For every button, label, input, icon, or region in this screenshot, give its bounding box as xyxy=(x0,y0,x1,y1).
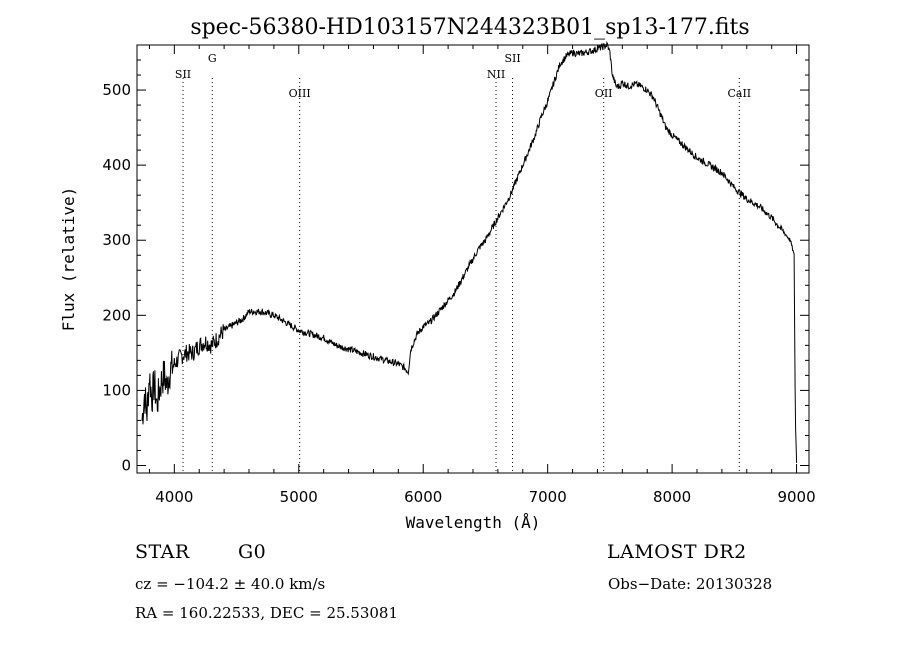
x-tick-label: 9000 xyxy=(777,488,815,506)
spectral-line-label: SII xyxy=(175,68,191,81)
spectral-lines-layer: SII G OIII NII SII OII CaII xyxy=(175,52,751,473)
coordinates-info: RA = 160.22533, DEC = 25.53081 xyxy=(135,604,399,622)
spectral-line-label: SII xyxy=(504,52,520,65)
x-tick-label: 5000 xyxy=(280,488,318,506)
spectral-line-label: G xyxy=(208,52,217,65)
object-class: STAR xyxy=(135,541,190,563)
spectral-line-label: OIII xyxy=(289,87,311,100)
y-axis-label: Flux (relative) xyxy=(59,187,78,332)
y-tick-label: 200 xyxy=(102,306,131,324)
obs-date: Obs−Date: 20130328 xyxy=(608,575,773,593)
survey-name: LAMOST DR2 xyxy=(607,541,747,563)
y-tick-label: 100 xyxy=(102,381,131,399)
ticks-layer: 4000 5000 6000 7000 8000 9000 0 100 200 300 400 500 xyxy=(102,45,816,506)
x-axis-label: Wavelength (Å) xyxy=(406,513,541,532)
y-tick-label: 400 xyxy=(102,156,131,174)
chart-title: spec-56380-HD103157N244323B01_sp13-177.f… xyxy=(190,15,749,40)
spectral-line-label: OII xyxy=(595,87,613,100)
redshift-info: cz = −104.2 ± 40.0 km/s xyxy=(135,575,326,593)
spectrum-series-line xyxy=(141,40,798,463)
y-tick-label: 0 xyxy=(121,456,131,474)
x-tick-label: 8000 xyxy=(653,488,691,506)
x-tick-label: 4000 xyxy=(155,488,193,506)
y-tick-label: 300 xyxy=(102,231,131,249)
spectral-line-label: NII xyxy=(487,68,505,81)
series-layer xyxy=(141,40,798,463)
y-tick-label: 500 xyxy=(102,81,131,99)
x-tick-label: 7000 xyxy=(529,488,567,506)
spectral-type: G0 xyxy=(238,541,267,563)
x-tick-label: 6000 xyxy=(404,488,442,506)
spectral-line-label: CaII xyxy=(727,87,751,100)
